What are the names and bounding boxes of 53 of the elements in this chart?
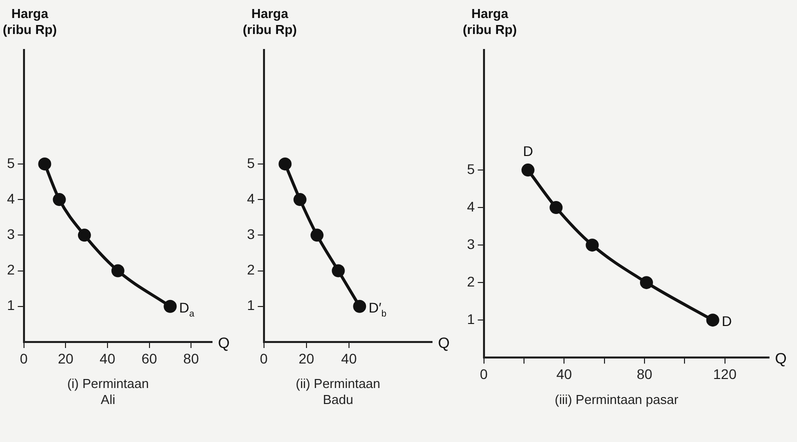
text: (ii) Permintaan Badu xyxy=(296,376,380,407)
x-tick-label: 20 xyxy=(298,350,314,366)
x-tick-label: 60 xyxy=(141,350,158,366)
y-tick-label: 3 xyxy=(6,226,15,242)
x-axis-title: Q xyxy=(218,335,230,352)
point xyxy=(38,157,52,170)
point xyxy=(353,300,366,313)
x-tick-label: 80 xyxy=(636,366,652,382)
point xyxy=(706,314,720,327)
point xyxy=(293,193,306,206)
x-tick-label: 40 xyxy=(341,350,357,366)
y-tick-label: 1 xyxy=(246,297,255,314)
point xyxy=(52,193,66,206)
point xyxy=(164,300,177,313)
point xyxy=(586,238,599,252)
y-axis-title: Harga (ribu Rp) xyxy=(2,6,57,37)
x-tick-label: 0 xyxy=(20,350,28,366)
x-axis-title: Q xyxy=(775,350,787,368)
y-tick-label: 4 xyxy=(466,198,475,214)
y-axis-title: Harga (ribu Rp) xyxy=(242,6,297,37)
x-axis-title: Q xyxy=(438,335,450,352)
y-tick-label: 5 xyxy=(246,154,255,171)
point xyxy=(78,228,91,242)
y-tick-label: 3 xyxy=(466,236,475,252)
y-tick-label: 5 xyxy=(6,154,15,171)
text: (iii) Permintaan pasar xyxy=(554,392,679,407)
point xyxy=(111,264,124,278)
x-tick-label: 0 xyxy=(480,366,488,382)
y-tick-label: 4 xyxy=(6,190,15,206)
y-tick-label: 1 xyxy=(466,310,475,327)
annotation: D xyxy=(522,143,534,160)
point xyxy=(332,264,345,278)
x-tick-label: 20 xyxy=(58,350,74,366)
y-tick-label: 2 xyxy=(246,262,255,278)
annotation: D xyxy=(722,313,732,330)
y-tick-label: 1 xyxy=(6,297,15,314)
y-tick-label: 2 xyxy=(466,273,475,290)
point xyxy=(550,201,563,214)
x-tick-label: 40 xyxy=(556,366,572,382)
point xyxy=(521,164,534,177)
y-tick-label: 4 xyxy=(246,190,255,206)
y-axis-title: Harga (ribu Rp) xyxy=(462,6,517,37)
x-tick-label: 80 xyxy=(183,350,200,366)
y-tick-label: 2 xyxy=(6,262,15,278)
point xyxy=(640,276,653,290)
x-tick-label: 0 xyxy=(260,350,268,366)
point xyxy=(278,157,292,170)
text: (i) Permintaan Ali xyxy=(67,376,149,407)
point xyxy=(310,228,324,242)
x-tick-label: 40 xyxy=(100,350,116,366)
y-tick-label: 3 xyxy=(246,226,255,242)
y-tick-label: 5 xyxy=(466,160,475,177)
x-tick-label: 120 xyxy=(713,366,737,382)
